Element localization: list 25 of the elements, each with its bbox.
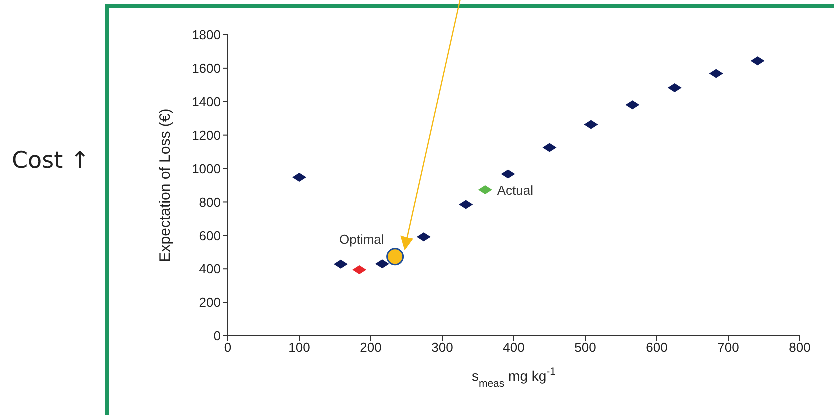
y-tick-label: 1000: [192, 161, 221, 176]
y-tick-label: 400: [199, 262, 221, 277]
text: Cost ↑: [12, 148, 90, 174]
x-tick-label: 800: [789, 340, 811, 356]
y-tick-label: 1200: [192, 128, 221, 143]
x-tick-label: 600: [646, 340, 668, 356]
y-tick-label: 1800: [192, 28, 221, 43]
x-tick-label: 200: [360, 340, 382, 356]
x-tick-label: 100: [288, 340, 310, 356]
x-tick-label: 0: [224, 340, 232, 356]
y-tick-label: 1400: [192, 94, 221, 110]
y-tick-label: 0: [214, 328, 221, 344]
x-tick-label: 700: [718, 340, 740, 356]
y-tick-label: 200: [199, 295, 221, 310]
y-tick-label: 1600: [192, 61, 221, 76]
series-label: Actual: [497, 183, 534, 198]
x-tick-label: 500: [574, 340, 596, 356]
x-axis-title: s$_{meas}$ mg kg$^{-1}$: [472, 366, 556, 390]
point: [386, 248, 404, 266]
y-tick-label: 600: [199, 228, 221, 244]
y-tick-label: 800: [199, 194, 221, 210]
y-axis-title: Expectation of Loss (€): [157, 108, 174, 262]
x-tick-label: 300: [432, 340, 454, 356]
x-tick-label: 400: [503, 340, 525, 356]
series-label: Optimal: [340, 232, 384, 247]
